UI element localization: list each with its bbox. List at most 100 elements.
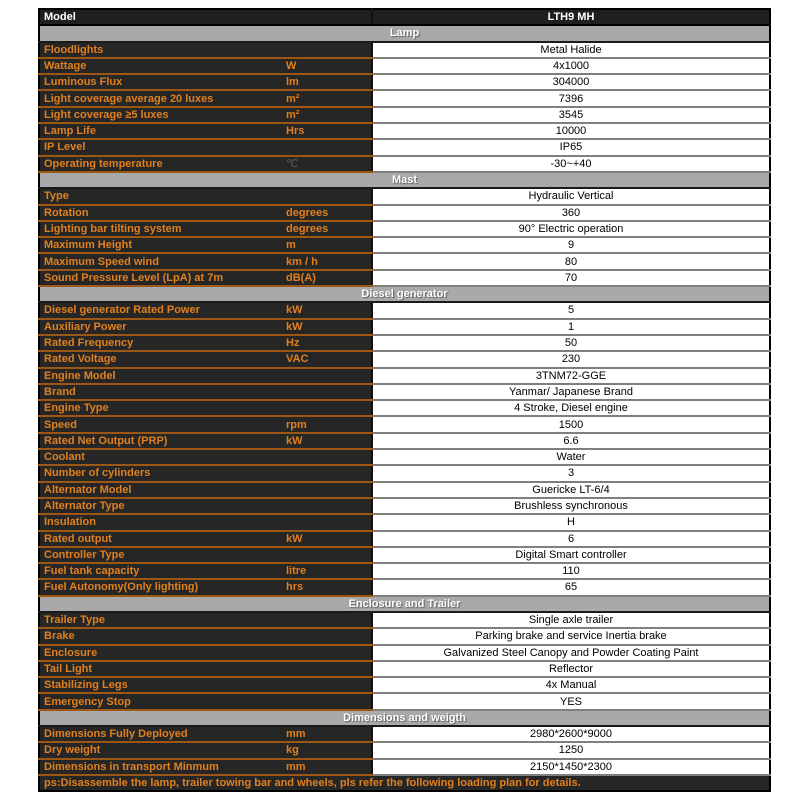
spec-value: 360: [371, 204, 770, 222]
spec-label: Enclosure: [39, 644, 281, 662]
spec-row: Number of cylinders 3: [39, 465, 770, 483]
spec-label: Dimensions in transport Minmum: [39, 758, 281, 776]
spec-value: 80: [371, 253, 770, 271]
spec-label: Number of cylinders: [39, 465, 281, 483]
section-row: Enclosure and Trailer: [39, 595, 770, 614]
spec-unit: dB(A): [281, 269, 372, 288]
spec-label: Insulation: [39, 514, 281, 532]
spec-label: Maximum Speed wind: [39, 253, 281, 271]
spec-label: Rotation: [39, 204, 281, 222]
spec-row: Operating temperature ℃ -30~+40: [39, 155, 770, 173]
spec-unit: m: [281, 237, 372, 255]
spec-unit: litre: [281, 563, 372, 581]
spec-value: 1: [371, 318, 770, 336]
spec-value: -30~+40: [371, 155, 770, 173]
spec-unit: kW: [281, 432, 372, 451]
spec-unit: [281, 481, 372, 499]
spec-label: Rated Net Output (PRP): [39, 432, 281, 451]
spec-unit: kW: [281, 302, 372, 320]
spec-value: 2150*1450*2300: [371, 758, 770, 776]
spec-value: 10000: [371, 123, 770, 141]
spec-label: Coolant: [39, 449, 281, 467]
spec-row: Alternator Model Guericke LT-6/4: [39, 481, 770, 499]
spec-value: H: [371, 514, 770, 532]
spec-unit: [281, 139, 372, 157]
spec-row: Light coverage ≥5 luxes m² 3545: [39, 106, 770, 125]
spec-unit: [281, 41, 372, 59]
spec-value: 304000: [371, 74, 770, 92]
section-title: Enclosure and Trailer: [39, 595, 770, 614]
spec-unit: ℃: [281, 155, 372, 173]
spec-value: 5: [371, 302, 770, 320]
spec-value: Reflector: [371, 660, 770, 679]
spec-label: Diesel generator Rated Power: [39, 302, 281, 320]
spec-value: 3TNM72-GGE: [371, 367, 770, 385]
spec-row: Fuel tank capacity litre 110: [39, 563, 770, 581]
spec-row: Floodlights Metal Halide: [39, 41, 770, 59]
section-row: Diesel generator: [39, 286, 770, 304]
spec-label: Rated Frequency: [39, 334, 281, 353]
spec-row: Brake Parking brake and service Inertia b…: [39, 628, 770, 646]
spec-label: Dry weight: [39, 742, 281, 760]
spec-label: Fuel Autonomy(Only lighting): [39, 579, 281, 597]
spec-unit: Hrs: [281, 123, 372, 141]
spec-row: Insulation H: [39, 514, 770, 532]
spec-value: 3545: [371, 106, 770, 125]
spec-label: Tail Light: [39, 660, 281, 679]
spec-unit: lm: [281, 74, 372, 92]
spec-label: Alternator Model: [39, 481, 281, 499]
section-title: Lamp: [39, 25, 770, 43]
spec-unit: [281, 465, 372, 483]
spec-label: Speed: [39, 416, 281, 434]
spec-value: Brushless synchronous: [371, 497, 770, 516]
model-row: Model LTH9 MH: [39, 9, 770, 27]
spec-unit: [281, 449, 372, 467]
spec-value: 7396: [371, 90, 770, 108]
spec-row: Dimensions in transport Minmum mm 2150*145…: [39, 758, 770, 776]
spec-label: Brake: [39, 628, 281, 646]
spec-value: 230: [371, 351, 770, 369]
spec-unit: km / h: [281, 253, 372, 271]
spec-unit: [281, 644, 372, 662]
spec-row: Trailer Type Single axle trailer: [39, 611, 770, 630]
section-row: Dimensions and weigth: [39, 709, 770, 728]
spec-value: 1250: [371, 742, 770, 760]
spec-label: Rated output: [39, 530, 281, 548]
spec-unit: hrs: [281, 579, 372, 597]
spec-label: Light coverage ≥5 luxes: [39, 106, 281, 125]
spec-value: 65: [371, 579, 770, 597]
spec-row: Light coverage average 20 luxes m² 7396: [39, 90, 770, 108]
spec-unit: degrees: [281, 204, 372, 222]
spec-value: 4 Stroke, Diesel engine: [371, 400, 770, 418]
spec-value: 90° Electric operation: [371, 220, 770, 239]
spec-label: Sound Pressure Level (LpA) at 7m: [39, 269, 281, 288]
spec-unit: mm: [281, 758, 372, 776]
spec-unit: [281, 188, 372, 206]
spec-value: Single axle trailer: [371, 611, 770, 630]
spec-row: Rated output kW 6: [39, 530, 770, 548]
spec-label: Light coverage average 20 luxes: [39, 90, 281, 108]
spec-row: Lighting bar tilting system degrees 90° El…: [39, 220, 770, 239]
spec-unit: [281, 693, 372, 711]
spec-value: 2980*2600*9000: [371, 726, 770, 744]
spec-row: Rated Voltage VAC 230: [39, 351, 770, 369]
spec-unit: [281, 514, 372, 532]
spec-label: Maximum Height: [39, 237, 281, 255]
spec-label: Trailer Type: [39, 611, 281, 630]
spec-label: Brand: [39, 383, 281, 402]
spec-row: Lamp Life Hrs 10000: [39, 123, 770, 141]
spec-unit: W: [281, 57, 372, 76]
spec-unit: degrees: [281, 220, 372, 239]
spec-row: Fuel Autonomy(Only lighting) hrs 65: [39, 579, 770, 597]
spec-row: Diesel generator Rated Power kW 5: [39, 302, 770, 320]
spec-label: Engine Model: [39, 367, 281, 385]
spec-row: Stabilizing Legs 4x Manual: [39, 677, 770, 695]
spec-label: Stabilizing Legs: [39, 677, 281, 695]
spec-value: Parking brake and service Inertia brake: [371, 628, 770, 646]
spec-unit: [281, 367, 372, 385]
spec-row: IP Level IP65: [39, 139, 770, 157]
spec-row: Brand Yanmar/ Japanese Brand: [39, 383, 770, 402]
spec-row: Engine Model 3TNM72-GGE: [39, 367, 770, 385]
spec-unit: [281, 628, 372, 646]
spec-table-body: Model LTH9 MH Lamp Floodlights Metal Halide W…: [39, 9, 770, 792]
